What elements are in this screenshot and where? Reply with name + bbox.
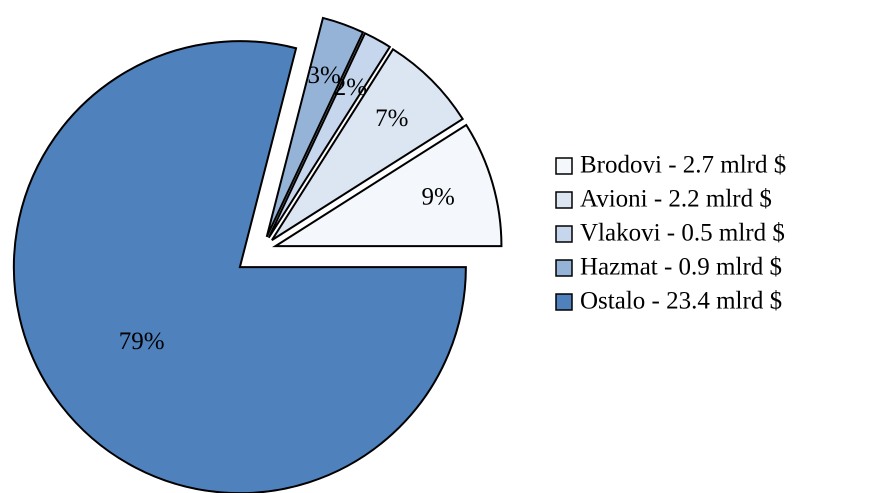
legend-swatch (555, 259, 573, 277)
legend-label: Vlakovi - 0.5 mlrd $ (580, 220, 785, 247)
pie-slice (12, 40, 467, 493)
legend-swatch (555, 225, 573, 243)
pie-slice (272, 123, 503, 248)
legend-label: Avioni - 2.2 mlrd $ (580, 186, 772, 213)
legend-label: Brodovi - 2.7 mlrd $ (580, 152, 786, 179)
legend-label: Ostalo - 23.4 mlrd $ (580, 288, 782, 315)
data-label: 7% (375, 105, 408, 132)
pie-slice (271, 47, 465, 241)
legend-label: Hazmat - 0.9 mlrd $ (580, 254, 782, 281)
data-label: 3% (307, 62, 340, 89)
data-label: 9% (422, 184, 455, 211)
data-label: 79% (119, 328, 165, 355)
pie-slice (267, 31, 392, 239)
legend-swatch (555, 293, 573, 311)
pie-slice (265, 16, 365, 238)
legend-swatch (555, 191, 573, 209)
legend-swatch (555, 157, 573, 175)
